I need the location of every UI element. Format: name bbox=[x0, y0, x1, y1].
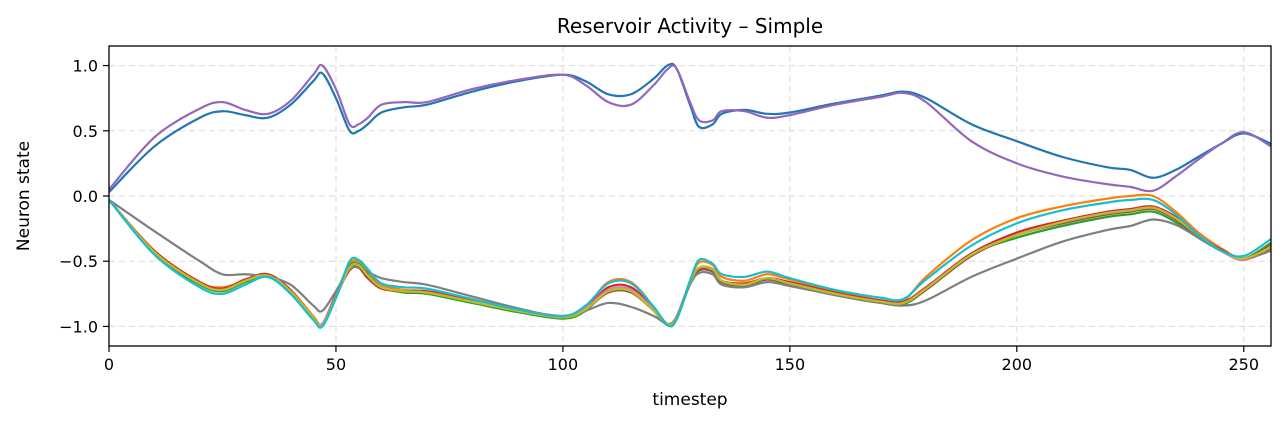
ticks-layer: 0 50 100 150 200 250 −1.0 −0.5 0.0 0.5 1.0 bbox=[59, 57, 1259, 374]
x-tick-label: 50 bbox=[326, 355, 346, 374]
series-layer bbox=[109, 62, 1271, 329]
y-tick-label: 1.0 bbox=[73, 57, 98, 76]
x-tick-label: 0 bbox=[104, 355, 114, 374]
series-line-4 bbox=[109, 198, 1271, 328]
chart-title: Reservoir Activity – Simple bbox=[557, 14, 823, 38]
x-tick-label: 100 bbox=[548, 355, 579, 374]
y-tick-label: 0.5 bbox=[73, 122, 98, 141]
x-tick-label: 150 bbox=[775, 355, 806, 374]
series-line-2 bbox=[109, 63, 1271, 193]
series-line-10 bbox=[109, 197, 1271, 329]
y-tick-label: −1.0 bbox=[59, 317, 98, 336]
x-tick-label: 200 bbox=[1002, 355, 1033, 374]
series-line-1 bbox=[109, 62, 1271, 194]
y-tick-label: 0.0 bbox=[73, 187, 98, 206]
y-axis-label: Neuron state bbox=[14, 141, 34, 251]
x-axis-label: timestep bbox=[652, 390, 727, 410]
grid-layer bbox=[108, 46, 1271, 346]
x-tick-label: 250 bbox=[1228, 355, 1259, 374]
y-tick-label: −0.5 bbox=[59, 252, 98, 271]
